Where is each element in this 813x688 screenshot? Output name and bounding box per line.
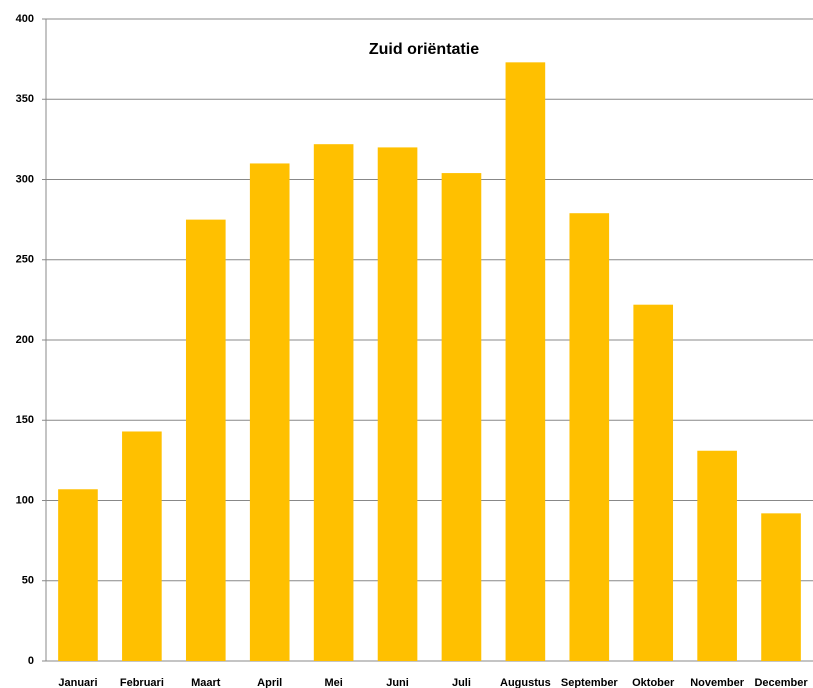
x-tick-label: Januari (58, 677, 97, 688)
bar (761, 513, 801, 661)
x-tick-label: Juni (386, 677, 409, 688)
chart-title: Zuid oriëntatie (369, 41, 479, 58)
x-tick-label: Maart (191, 677, 221, 688)
bar (505, 62, 546, 661)
bar (313, 144, 354, 661)
bar (58, 489, 98, 661)
x-tick-label: November (690, 677, 745, 688)
y-tick-label: 0 (28, 655, 34, 667)
x-tick-label: Mei (324, 677, 342, 688)
y-tick-label: 50 (22, 575, 34, 587)
x-tick-label: April (257, 677, 282, 688)
x-tick-label: September (561, 677, 619, 688)
bar (633, 304, 674, 661)
bar (569, 213, 610, 661)
bar (377, 147, 418, 661)
x-tick-label: December (754, 677, 808, 688)
x-tick-label: Juli (452, 677, 471, 688)
y-tick-label: 200 (16, 334, 34, 346)
bar (697, 450, 737, 661)
y-tick-label: 300 (16, 173, 34, 185)
x-tick-label: Februari (120, 677, 164, 688)
x-tick-label: Oktober (632, 677, 675, 688)
bar (185, 219, 226, 661)
x-tick-label: Augustus (500, 677, 551, 688)
y-tick-label: 100 (16, 494, 34, 506)
y-tick-label: 400 (16, 13, 34, 25)
bar (249, 163, 290, 661)
bar (122, 431, 162, 661)
y-tick-label: 250 (16, 254, 34, 266)
y-tick-label: 150 (16, 414, 34, 426)
bar (441, 173, 482, 661)
y-tick-label: 350 (16, 93, 34, 105)
